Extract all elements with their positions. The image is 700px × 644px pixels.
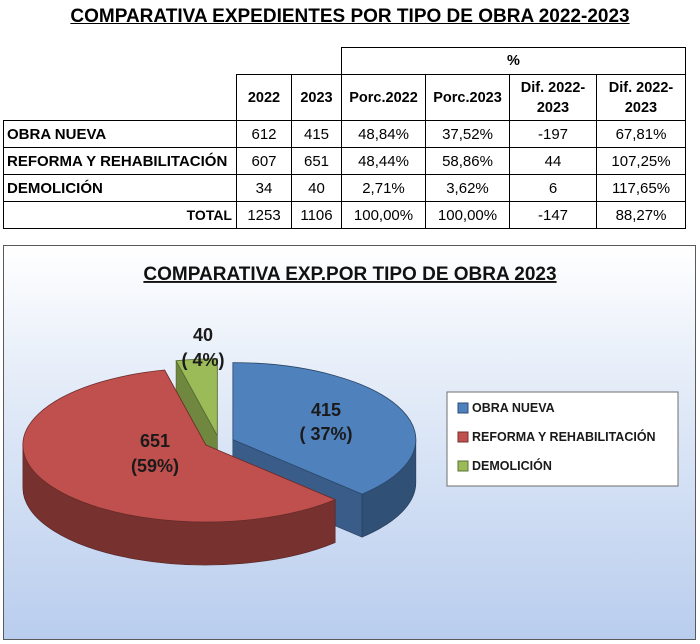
pie-slice-demolición bbox=[175, 358, 218, 436]
column-header-dif-abs: Dif. 2022-2023 bbox=[509, 74, 597, 121]
total-cell: -147 bbox=[509, 201, 597, 229]
legend-swatch bbox=[457, 460, 469, 472]
table-cell: 2,71% bbox=[341, 174, 426, 202]
chart-legend: OBRA NUEVA REFORMA Y REHABILITACIÓN DEMOLI… bbox=[446, 391, 679, 487]
table-cell: 415 bbox=[291, 120, 342, 148]
pie-slice-reforma bbox=[22, 369, 337, 523]
data-label-percent: ( 37%) bbox=[299, 424, 352, 444]
pie-slices bbox=[22, 358, 417, 566]
legend-swatch bbox=[457, 402, 469, 414]
legend-box bbox=[446, 391, 679, 487]
legend-label: OBRA NUEVA bbox=[472, 401, 555, 415]
pie-slice-group bbox=[22, 369, 337, 566]
table-cell: 37,52% bbox=[425, 120, 510, 148]
column-header-2023: 2023 bbox=[291, 74, 342, 121]
pie-chart-canvas: COMPARATIVA EXP.POR TIPO DE OBRA 2023 41… bbox=[22, 264, 679, 566]
table-cell: 612 bbox=[236, 120, 292, 148]
pie-data-labels: 415 ( 37%) 651 (59%) 40 ( 4%) bbox=[131, 325, 353, 476]
data-label-percent: (59%) bbox=[131, 456, 179, 476]
data-label-percent: ( 4%) bbox=[181, 350, 224, 370]
legend-label: DEMOLICIÓN bbox=[472, 458, 552, 473]
table-cell: 107,25% bbox=[596, 147, 686, 175]
table-cell: -197 bbox=[509, 120, 597, 148]
column-header-2022: 2022 bbox=[236, 74, 292, 121]
data-label-value: 40 bbox=[193, 325, 213, 345]
table-cell: 58,86% bbox=[425, 147, 510, 175]
table-cell: 117,65% bbox=[596, 174, 686, 202]
table-cell: 607 bbox=[236, 147, 292, 175]
total-label: TOTAL bbox=[3, 201, 237, 229]
table-row: DEMOLICIÓN 34 40 2,71% 3,62% 6 117,65% bbox=[3, 174, 686, 202]
column-header-porc2023: Porc.2023 bbox=[425, 74, 510, 121]
table-row: OBRA NUEVA 612 415 48,84% 37,52% -197 67… bbox=[3, 120, 686, 148]
table-cell: 3,62% bbox=[425, 174, 510, 202]
total-row: TOTAL 1253 1106 100,00% 100,00% -147 88,… bbox=[3, 201, 686, 229]
row-label: OBRA NUEVA bbox=[3, 120, 237, 148]
total-cell: 1106 bbox=[291, 201, 342, 229]
table-cell: 48,84% bbox=[341, 120, 426, 148]
total-cell: 100,00% bbox=[425, 201, 510, 229]
column-header-dif-pct: Dif. 2022-2023 bbox=[596, 74, 686, 121]
pie-slice-obra bbox=[232, 362, 417, 495]
row-label: REFORMA Y REHABILITACIÓN bbox=[3, 147, 237, 175]
data-table: % 2022 2023 Porc.2022 Porc.2023 Dif. 202… bbox=[3, 47, 686, 229]
chart-title: COMPARATIVA EXP.POR TIPO DE OBRA 2023 bbox=[143, 264, 556, 285]
legend-swatch bbox=[457, 431, 469, 443]
data-label-value: 651 bbox=[140, 431, 170, 451]
table-cell: 651 bbox=[291, 147, 342, 175]
column-header-porc2022: Porc.2022 bbox=[341, 74, 426, 121]
table-cell: 6 bbox=[509, 174, 597, 202]
table-cell: 48,44% bbox=[341, 147, 426, 175]
legend-label: REFORMA Y REHABILITACIÓN bbox=[472, 429, 656, 444]
table-cell: 44 bbox=[509, 147, 597, 175]
total-cell: 1253 bbox=[236, 201, 292, 229]
data-label-value: 415 bbox=[311, 400, 341, 420]
total-cell: 100,00% bbox=[341, 201, 426, 229]
table-cell: 34 bbox=[236, 174, 292, 202]
table-row: REFORMA Y REHABILITACIÓN 607 651 48,44% … bbox=[3, 147, 686, 175]
table-cell: 67,81% bbox=[596, 120, 686, 148]
percent-header: % bbox=[341, 47, 686, 75]
table-cell: 40 bbox=[291, 174, 342, 202]
row-label: DEMOLICIÓN bbox=[3, 174, 237, 202]
total-cell: 88,27% bbox=[596, 201, 686, 229]
pie-chart: COMPARATIVA EXP.POR TIPO DE OBRA 2023 41… bbox=[3, 245, 696, 640]
page-title: COMPARATIVA EXPEDIENTES POR TIPO DE OBRA… bbox=[70, 6, 630, 27]
